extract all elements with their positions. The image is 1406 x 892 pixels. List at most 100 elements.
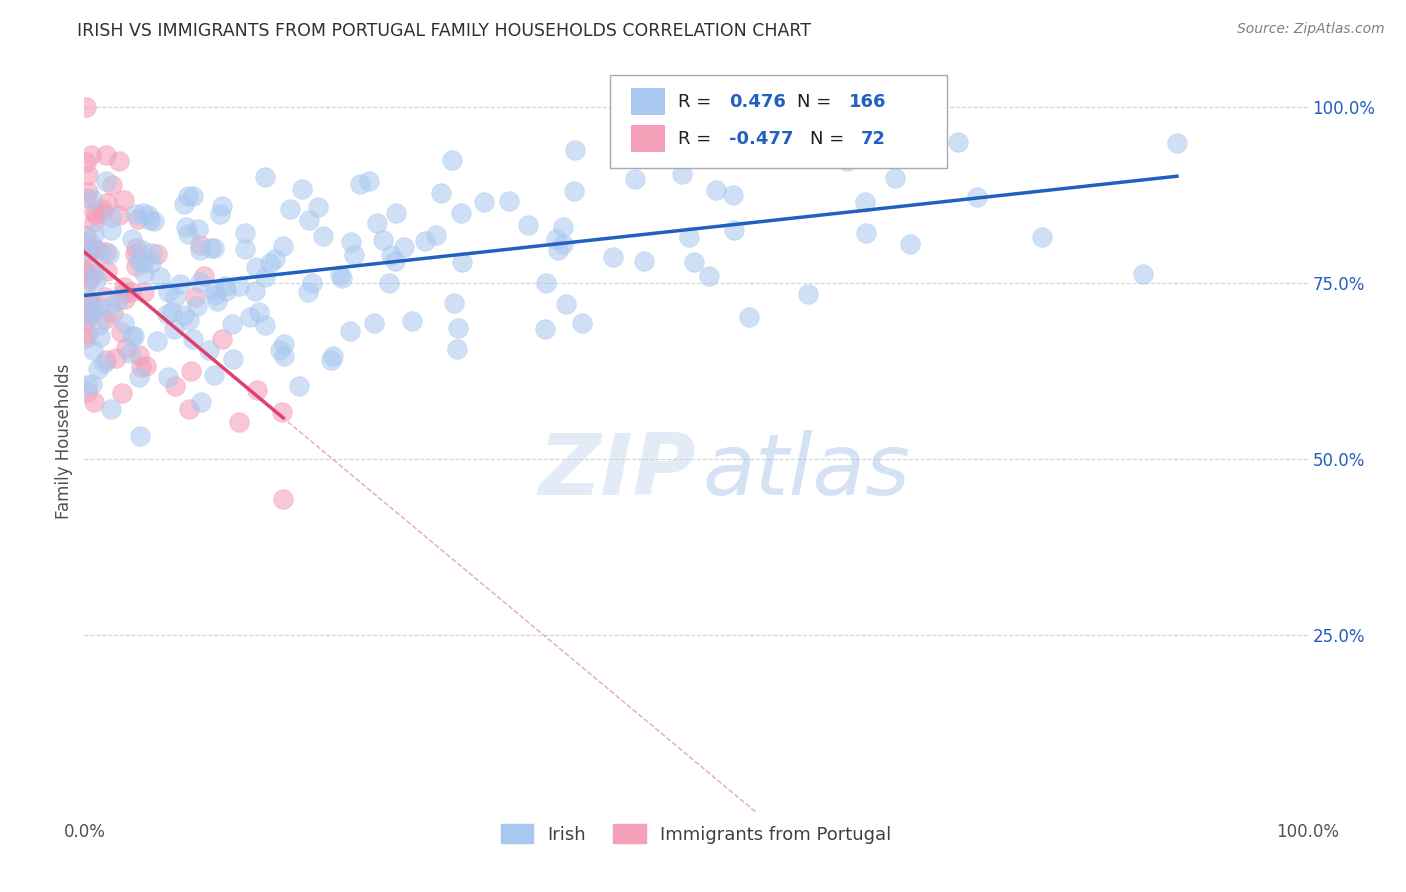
Point [118, 346, 141, 360]
Point [110, 325, 132, 339]
Point [134, 285, 156, 299]
Text: R =: R = [678, 93, 711, 111]
Point [884, 170, 907, 185]
Text: 0.476: 0.476 [728, 93, 786, 111]
Point [73, 262, 96, 277]
Point [163, 378, 186, 392]
Point [245, 285, 267, 299]
Point [121, 328, 143, 343]
Point [429, 186, 451, 201]
Point [553, 237, 575, 252]
Point [129, 429, 152, 443]
Point [89, 330, 111, 344]
Point [683, 255, 706, 269]
Point [307, 200, 329, 214]
Point [163, 290, 186, 304]
Point [177, 227, 200, 242]
Point [697, 269, 720, 284]
Point [98, 247, 121, 261]
Point [96, 196, 118, 211]
Text: IRISH VS IMMIGRANTS FROM PORTUGAL FAMILY HOUSEHOLDS CORRELATION CHART: IRISH VS IMMIGRANTS FROM PORTUGAL FAMILY… [77, 22, 811, 40]
Point [93, 356, 115, 370]
Point [190, 243, 212, 257]
Point [188, 275, 211, 289]
Point [163, 322, 186, 336]
Point [94, 148, 117, 162]
Point [83, 395, 105, 409]
Point [322, 349, 344, 363]
Point [562, 184, 585, 198]
Point [441, 153, 464, 168]
Point [93, 312, 115, 326]
Point [371, 233, 394, 247]
Point [104, 351, 127, 366]
Point [853, 195, 876, 210]
Point [169, 277, 191, 292]
Point [115, 341, 138, 355]
Point [96, 244, 118, 259]
Point [142, 214, 165, 228]
Point [75, 228, 97, 243]
Point [238, 310, 260, 325]
Point [288, 379, 311, 393]
Point [177, 402, 200, 417]
Text: -0.477: -0.477 [728, 129, 793, 148]
Point [83, 227, 105, 241]
Point [132, 255, 155, 269]
Point [202, 283, 225, 297]
Point [156, 307, 179, 321]
Point [205, 294, 228, 309]
Point [83, 267, 105, 281]
Point [855, 227, 877, 241]
Point [401, 314, 423, 328]
Point [139, 256, 162, 270]
Point [246, 383, 269, 397]
Point [447, 321, 470, 335]
Point [127, 211, 149, 226]
Point [84, 273, 107, 287]
Point [380, 248, 402, 262]
Point [273, 349, 295, 363]
Point [571, 316, 593, 330]
Point [76, 266, 98, 280]
Point [271, 405, 294, 419]
Point [966, 190, 988, 204]
Point [132, 266, 155, 280]
Text: 72: 72 [860, 129, 886, 148]
Point [77, 244, 100, 259]
Point [1132, 267, 1154, 281]
Point [446, 342, 468, 356]
Point [215, 284, 238, 298]
Point [79, 293, 101, 307]
Point [91, 206, 114, 220]
Point [188, 238, 211, 252]
Point [534, 322, 557, 336]
Point [73, 308, 96, 322]
Point [623, 172, 645, 186]
Point [269, 343, 291, 357]
Text: R =: R = [678, 129, 711, 148]
Point [837, 153, 859, 168]
Point [80, 376, 103, 391]
Point [415, 234, 437, 248]
Point [129, 359, 152, 374]
Point [187, 222, 209, 236]
Point [233, 242, 256, 256]
Point [202, 241, 225, 255]
Point [83, 205, 105, 219]
Point [91, 202, 114, 217]
Point [214, 278, 236, 293]
Point [146, 247, 169, 261]
Point [544, 232, 567, 246]
Point [79, 308, 101, 322]
Point [96, 264, 118, 278]
Point [125, 241, 148, 255]
Point [946, 136, 969, 150]
Point [1166, 136, 1188, 151]
Point [443, 295, 465, 310]
Point [425, 228, 447, 243]
Point [363, 316, 385, 330]
Point [184, 290, 207, 304]
Point [254, 170, 277, 185]
Point [139, 213, 162, 227]
